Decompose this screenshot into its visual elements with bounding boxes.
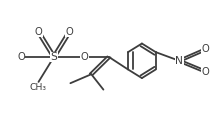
Text: O: O	[81, 52, 89, 62]
Text: O: O	[202, 44, 210, 54]
Text: N: N	[175, 56, 183, 66]
Text: O: O	[202, 67, 210, 77]
Text: CH₃: CH₃	[30, 83, 47, 92]
Text: O: O	[17, 52, 25, 62]
Text: S: S	[50, 52, 57, 62]
Text: O: O	[35, 27, 42, 37]
Text: O: O	[65, 27, 73, 37]
